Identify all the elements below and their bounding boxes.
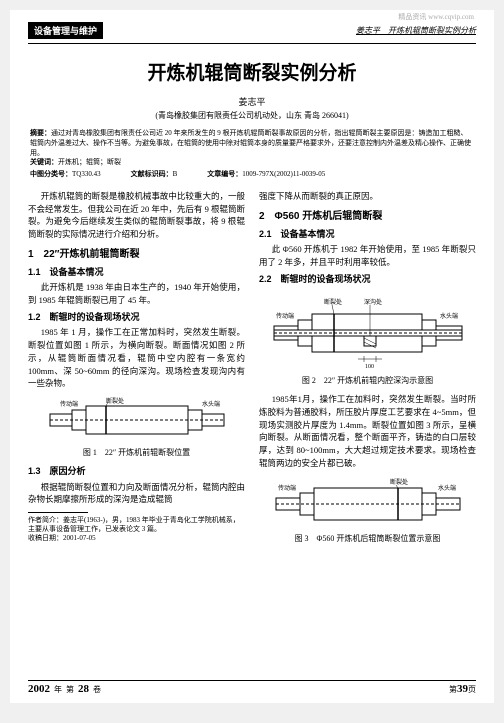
figure-2-svg: 断裂处 深沟处 传动端 水头端 100 <box>268 292 468 372</box>
section-2-1-heading: 2.1 设备基本情况 <box>259 228 476 242</box>
section-1-2-heading: 1.2 断辊时的设备现场状况 <box>28 311 245 325</box>
section-1-1-heading: 1.1 设备基本情况 <box>28 266 245 280</box>
footer-vol: 28 <box>78 683 89 695</box>
figure-2: 断裂处 深沟处 传动端 水头端 100 图 2 22″ 开炼机前辊内腔深沟示意图 <box>259 292 476 387</box>
para-1-2: 1985 年 1 月，操作工在正常加料时，突然发生断裂。断裂位置如图 1 所示，… <box>28 326 245 390</box>
fig2-label-water: 水头端 <box>440 312 458 320</box>
figure-3-svg: 断裂处 传动端 水头端 <box>268 476 468 530</box>
running-head: 姜志平 开炼机辊筒断裂实例分析 <box>356 25 476 36</box>
abstract-body: 通过对青岛橡胶集团有限责任公司近 20 年来所发生的 9 根开炼机辊筒断裂事故原… <box>30 129 471 157</box>
fig3-label-crack: 断裂处 <box>390 478 408 486</box>
watermark-text: 精品资讯 www.cqvip.com <box>398 12 474 22</box>
para-2-2: 1985年1月，操作工在加料时，突然发生断裂。当时所炼胶料为普通胶料，所压胶片厚… <box>259 393 476 470</box>
section-2-2-heading: 2.2 断辊时的设备现场状况 <box>259 273 476 287</box>
footnote-rule <box>28 512 88 513</box>
affiliation: (青岛橡胶集团有限责任公司机动处，山东 青岛 266041) <box>28 110 476 121</box>
abstract-text: 摘要：通过对青岛橡胶集团有限责任公司近 20 年来所发生的 9 根开炼机辊筒断裂… <box>30 129 474 158</box>
footer-page-prefix: 第 <box>449 685 457 694</box>
figure-2-caption: 图 2 22″ 开炼机前辊内腔深沟示意图 <box>259 375 476 387</box>
left-column: 开炼机辊筒的断裂是橡胶机械事故中比较重大的，一般不会经常发生。但我公司在近 20… <box>28 190 245 551</box>
classification-text: TQ330.43 <box>72 170 101 178</box>
articleno-label: 文章编号： <box>207 170 242 178</box>
footer-year: 2002 <box>28 683 50 695</box>
para-2-1: 此 Φ560 开炼机于 1982 年开始使用，至 1985 年断裂只用了 2 年… <box>259 243 476 269</box>
doccode-label: 文献标识码： <box>131 170 173 178</box>
header-rule <box>28 43 476 44</box>
footer-vol-suffix: 卷 <box>93 684 101 695</box>
classification-label: 中图分类号： <box>30 170 72 178</box>
fig1-label-crack: 断裂处 <box>106 397 124 405</box>
footer-page-suffix: 页 <box>468 685 476 694</box>
meta-line: 中图分类号：TQ330.43 文献标识码：B 文章编号：1009-797X(20… <box>30 170 474 180</box>
footer-rule <box>28 680 476 681</box>
fig3-label-drive: 传动端 <box>278 484 296 492</box>
para-1-3: 根据辊筒断裂位置和力向及断面情况分析，辊筒内腔由杂物长期摩擦所形成的深沟是造成辊… <box>28 481 245 507</box>
figure-3: 断裂处 传动端 水头端 图 3 Φ560 开炼机后辊筒断裂位置示意图 <box>259 476 476 545</box>
doc-code: 文献标识码：B <box>131 170 178 180</box>
figure-3-caption: 图 3 Φ560 开炼机后辊筒断裂位置示意图 <box>259 533 476 545</box>
footer-year-suffix: 年 <box>54 684 62 695</box>
fig2-label-crack: 断裂处 <box>324 298 342 306</box>
doccode-text: B <box>173 170 178 178</box>
figure-1-svg: 传动端 断裂处 水头端 <box>42 396 232 444</box>
author-name: 姜志平 <box>28 95 476 108</box>
continuation-para: 强度下降从而断裂的真正原因。 <box>259 190 476 203</box>
section-2-heading: 2 Φ560 开炼机后辊筒断裂 <box>259 209 476 224</box>
figure-1-caption: 图 1 22″ 开炼机前辊断裂位置 <box>28 447 245 459</box>
footer-page: 39 <box>457 683 468 695</box>
category-tag: 设备管理与维护 <box>28 22 103 39</box>
abstract-block: 摘要：通过对青岛橡胶集团有限责任公司近 20 年来所发生的 9 根开炼机辊筒断裂… <box>28 129 476 180</box>
keywords-label: 关键词： <box>30 158 58 166</box>
article-no: 文章编号：1009-797X(2002)11-0039-05 <box>207 170 325 180</box>
fig1-label-drive: 传动端 <box>60 400 78 408</box>
abstract-label: 摘要： <box>30 129 51 137</box>
page-container: 精品资讯 www.cqvip.com 设备管理与维护 姜志平 开炼机辊筒断裂实例… <box>10 10 494 703</box>
footer-right: 第39页 <box>449 683 476 695</box>
fig3-label-water: 水头端 <box>438 484 456 492</box>
header-bar: 设备管理与维护 姜志平 开炼机辊筒断裂实例分析 <box>28 22 476 39</box>
two-column-body: 开炼机辊筒的断裂是橡胶机械事故中比较重大的，一般不会经常发生。但我公司在近 20… <box>28 190 476 551</box>
fig1-label-water: 水头端 <box>202 400 220 408</box>
classification: 中图分类号：TQ330.43 <box>30 170 101 180</box>
footer-vol-prefix: 第 <box>66 684 74 695</box>
figure-1: 传动端 断裂处 水头端 图 1 22″ 开炼机前辊断裂位置 <box>28 396 245 459</box>
section-1-heading: 1 22″开炼机前辊筒断裂 <box>28 247 245 262</box>
page-footer: 2002 年 第 28 卷 第39页 <box>28 680 476 695</box>
articleno-text: 1009-797X(2002)11-0039-05 <box>242 170 325 178</box>
keywords-line: 关键词：开炼机；辊筒；断裂 <box>30 158 474 168</box>
fig2-label-groove: 深沟处 <box>364 298 382 306</box>
fig2-label-dim: 100 <box>365 364 374 370</box>
footer-content: 2002 年 第 28 卷 第39页 <box>28 683 476 695</box>
section-1-3-heading: 1.3 原因分析 <box>28 465 245 479</box>
footer-left: 2002 年 第 28 卷 <box>28 683 101 695</box>
keywords-text: 开炼机；辊筒；断裂 <box>58 158 121 166</box>
intro-para: 开炼机辊筒的断裂是橡胶机械事故中比较重大的，一般不会经常发生。但我公司在近 20… <box>28 190 245 241</box>
article-title: 开炼机辊筒断裂实例分析 <box>28 58 476 85</box>
footnote-date: 收稿日期：2001-07-05 <box>28 534 245 543</box>
para-1-1: 此开炼机是 1938 年由日本生产的，1940 年开始使用，到 1985 年辊筒… <box>28 281 245 307</box>
fig2-label-drive: 传动端 <box>276 312 294 320</box>
right-column: 强度下降从而断裂的真正原因。 2 Φ560 开炼机后辊筒断裂 2.1 设备基本情… <box>259 190 476 551</box>
footnote-author: 作者简介：姜志平(1963-)，男，1983 年毕业于青岛化工学院机械系，主要从… <box>28 516 245 534</box>
